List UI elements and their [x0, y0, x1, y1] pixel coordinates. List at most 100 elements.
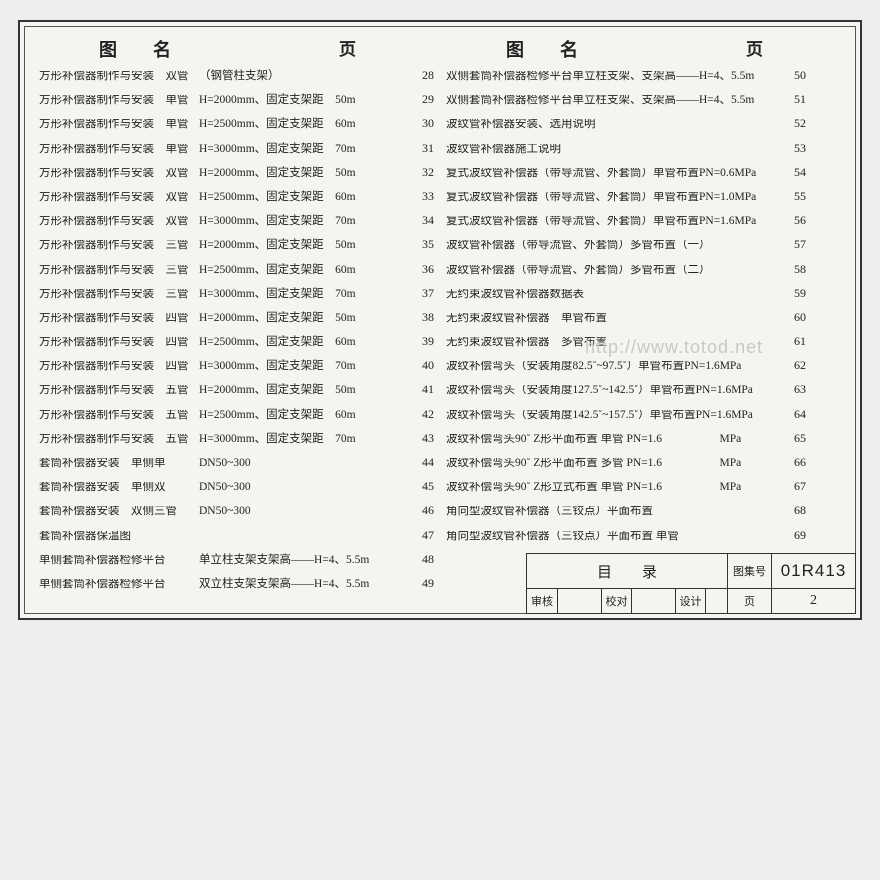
toc-row: 方形补偿器制作与安装 五管H=3000mm、固定支架距 70m43 [39, 432, 434, 456]
header-page: 页 [339, 41, 389, 59]
row-spec: H=2500mm、固定支架距 60m [199, 265, 404, 277]
row-page: 51 [776, 93, 806, 105]
row-page: 50 [776, 69, 806, 81]
row-title: 复式波纹管补偿器（带导流管、外套筒）单管布置PN=1.6MPa [446, 216, 776, 228]
row-title: 方形补偿器制作与安装 双管 [39, 192, 199, 204]
row-page: 54 [776, 166, 806, 178]
row-title: 方形补偿器制作与安装 单管 [39, 119, 199, 131]
toc-row: 方形补偿器制作与安装 五管H=2500mm、固定支架距 60m42 [39, 408, 434, 432]
row-page: 59 [776, 287, 806, 299]
toc-row: 方形补偿器制作与安装 双管（钢管柱支架）28 [39, 69, 434, 93]
row-title: 无约束波纹管补偿器数据表 [446, 289, 776, 301]
row-spec: H=2000mm、固定支架距 50m [199, 385, 404, 397]
toc-row: 复式波纹管补偿器（带导流管、外套筒）单管布置PN=1.0MPa55 [446, 190, 841, 214]
row-spec: 单立柱支架支架高——H=4、5.5m [199, 555, 404, 567]
row-title: 波纹补偿弯头90˚ Z形平面布置 多管 PN=1.6 MPa [446, 458, 776, 470]
row-title: 方形补偿器制作与安装 五管 [39, 434, 199, 446]
row-title: 波纹管补偿器施工说明 [446, 144, 776, 156]
row-title: 方形补偿器制作与安装 双管 [39, 216, 199, 228]
row-page: 65 [776, 432, 806, 444]
row-page: 43 [404, 432, 434, 444]
row-title: 方形补偿器制作与安装 四管 [39, 313, 199, 325]
row-title: 双侧套筒补偿器检修平台单立柱支架、支架高——H=4、5.5m [446, 95, 776, 107]
tb-atlas-code: 01R413 [771, 554, 855, 588]
row-spec: DN50~300 [199, 458, 404, 470]
row-page: 39 [404, 335, 434, 347]
row-title: 单侧套筒补偿器检修平台 [39, 579, 199, 591]
col-header: 图名 页 [39, 41, 434, 59]
row-title: 波纹补偿弯头（安装角度142.5˚~157.5˚）单管布置PN=1.6MPa [446, 410, 776, 422]
toc-columns: 图名 页 方形补偿器制作与安装 双管（钢管柱支架）28 方形补偿器制作与安装 单管… [39, 41, 841, 605]
row-spec: H=3000mm、固定支架距 70m [199, 361, 404, 373]
row-page: 49 [404, 577, 434, 589]
toc-row: 波纹补偿弯头（安装角度142.5˚~157.5˚）单管布置PN=1.6MPa64 [446, 408, 841, 432]
toc-row: 无约束波纹管补偿器数据表59 [446, 287, 841, 311]
inner-frame: http://www.totod.net 图名 页 方形补偿器制作与安装 双管（… [24, 26, 856, 614]
toc-row: 套筒补偿器保温图 47 [39, 529, 434, 553]
row-title: 方形补偿器制作与安装 四管 [39, 361, 199, 373]
row-page: 55 [776, 190, 806, 202]
row-title: 无约束波纹管补偿器 单管布置 [446, 313, 776, 325]
row-page: 35 [404, 238, 434, 250]
toc-row: 方形补偿器制作与安装 四管H=2500mm、固定支架距 60m39 [39, 335, 434, 359]
toc-row: 波纹管补偿器（带导流管、外套筒）多管布置（二）58 [446, 263, 841, 287]
row-page: 30 [404, 117, 434, 129]
row-title: 方形补偿器制作与安装 单管 [39, 144, 199, 156]
row-title: 方形补偿器制作与安装 单管 [39, 95, 199, 107]
tb-审核-val [557, 589, 601, 613]
row-page: 41 [404, 383, 434, 395]
toc-row: 方形补偿器制作与安装 三管H=2000mm、固定支架距 50m35 [39, 238, 434, 262]
row-spec: DN50~300 [199, 506, 404, 518]
row-title: 套筒补偿器安装 双侧三管 [39, 506, 199, 518]
tb-校对-label: 校对 [601, 589, 631, 613]
row-page: 29 [404, 93, 434, 105]
header-page: 页 [746, 41, 796, 59]
toc-row: 复式波纹管补偿器（带导流管、外套筒）单管布置PN=0.6MPa54 [446, 166, 841, 190]
row-spec: H=2000mm、固定支架距 50m [199, 168, 404, 180]
row-title: 套筒补偿器保温图 [39, 531, 199, 543]
row-title: 方形补偿器制作与安装 三管 [39, 240, 199, 252]
row-title: 方形补偿器制作与安装 三管 [39, 265, 199, 277]
row-page: 63 [776, 383, 806, 395]
row-spec: H=2000mm、固定支架距 50m [199, 313, 404, 325]
row-page: 47 [404, 529, 434, 541]
toc-row: 波纹补偿弯头（安装角度127.5˚~142.5˚）单管布置PN=1.6MPa63 [446, 383, 841, 407]
tb-设计-val [705, 589, 727, 613]
row-page: 45 [404, 480, 434, 492]
row-title: 波纹补偿弯头（安装角度127.5˚~142.5˚）单管布置PN=1.6MPa [446, 385, 776, 397]
row-page: 57 [776, 238, 806, 250]
toc-row: 方形补偿器制作与安装 三管H=3000mm、固定支架距 70m37 [39, 287, 434, 311]
tb-atlas-label: 图集号 [727, 554, 771, 588]
toc-row: 方形补偿器制作与安装 四管H=3000mm、固定支架距 70m40 [39, 359, 434, 383]
row-title: 套筒补偿器安装 单侧单 [39, 458, 199, 470]
toc-row: 方形补偿器制作与安装 双管H=2500mm、固定支架距 60m33 [39, 190, 434, 214]
row-spec: H=2500mm、固定支架距 60m [199, 410, 404, 422]
row-page: 46 [404, 504, 434, 516]
row-page: 40 [404, 359, 434, 371]
row-title: 方形补偿器制作与安装 双管 [39, 71, 199, 83]
row-page: 36 [404, 263, 434, 275]
row-spec: （钢管柱支架） [199, 71, 404, 83]
row-spec: H=3000mm、固定支架距 70m [199, 216, 404, 228]
row-title: 套筒补偿器安装 单侧双 [39, 482, 199, 494]
row-page: 32 [404, 166, 434, 178]
row-spec: H=2000mm、固定支架距 50m [199, 95, 404, 107]
row-page: 31 [404, 142, 434, 154]
row-page: 69 [776, 529, 806, 541]
toc-row: 套筒补偿器安装 单侧双DN50~30045 [39, 480, 434, 504]
title-block: 目录 图集号 01R413 审核 校对 设计 页 2 [526, 553, 856, 614]
row-spec: H=2500mm、固定支架距 60m [199, 119, 404, 131]
row-title: 方形补偿器制作与安装 五管 [39, 410, 199, 422]
row-spec: H=2500mm、固定支架距 60m [199, 192, 404, 204]
toc-row: 方形补偿器制作与安装 三管H=2500mm、固定支架距 60m36 [39, 263, 434, 287]
row-page: 56 [776, 214, 806, 226]
row-title: 波纹补偿弯头90˚ Z形立式布置 单管 PN=1.6 MPa [446, 482, 776, 494]
row-title: 波纹管补偿器安装、选用说明 [446, 119, 776, 131]
row-title: 方形补偿器制作与安装 五管 [39, 385, 199, 397]
toc-row: 波纹补偿弯头90˚ Z形立式布置 单管 PN=1.6 MPa67 [446, 480, 841, 504]
toc-row: 波纹管补偿器施工说明53 [446, 142, 841, 166]
toc-row: 单侧套筒补偿器检修平台双立柱支架支架高——H=4、5.5m49 [39, 577, 434, 601]
row-title: 波纹管补偿器（带导流管、外套筒）多管布置（二） [446, 265, 776, 277]
tb-校对-val [631, 589, 675, 613]
row-title: 方形补偿器制作与安装 四管 [39, 337, 199, 349]
